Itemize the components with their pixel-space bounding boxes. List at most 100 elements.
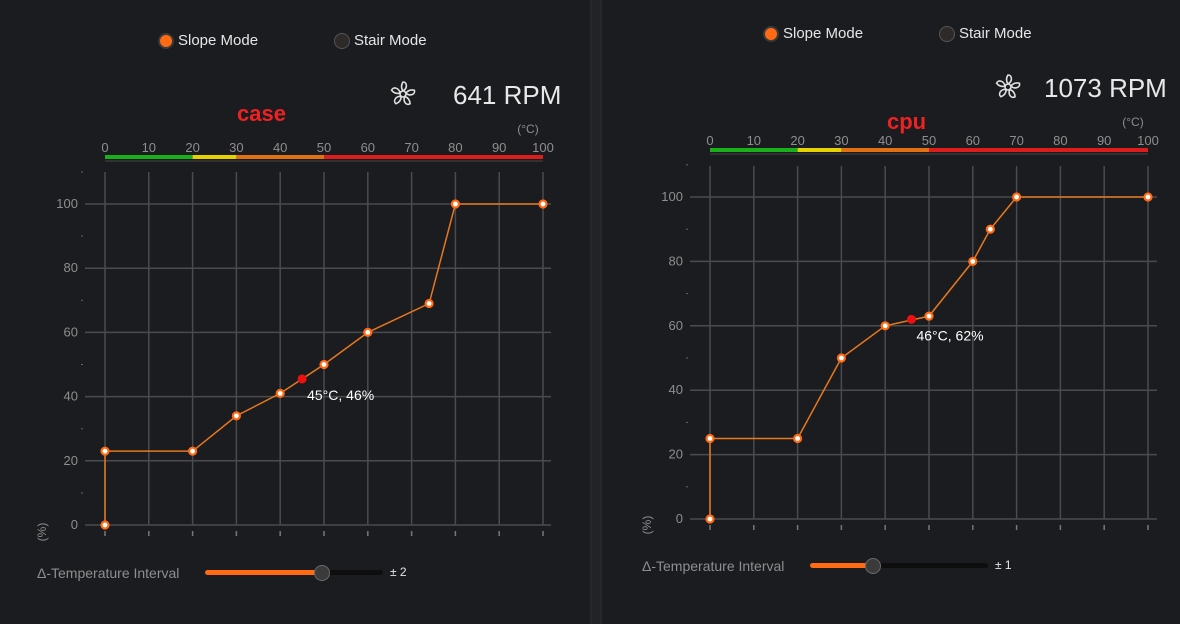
x-tick-label: 90	[492, 140, 506, 155]
y-tick-label: 40	[64, 389, 78, 404]
curve-control-point[interactable]	[450, 199, 460, 209]
current-operating-point	[906, 314, 916, 324]
fan-curve-chart[interactable]: 0 20 40 60 80 100 0 10 20 30 40 50 60 70 80 90 100 (°C) (%…	[0, 0, 590, 624]
temperature-scale-segment	[192, 155, 237, 159]
fan-speed-readout: 1073 RPM	[1044, 73, 1167, 103]
slope-mode-radio[interactable]: Slope Mode	[763, 25, 863, 42]
fan-icon	[995, 74, 1021, 99]
radio-unselected-icon	[939, 25, 955, 42]
curve-control-point[interactable]	[424, 298, 434, 309]
x-unit-label: (°C)	[517, 122, 538, 136]
x-tick-label: 30	[229, 140, 243, 155]
x-tick-label: 80	[448, 140, 462, 155]
y-tick-label: 100	[661, 189, 683, 204]
curve-control-point[interactable]	[275, 388, 285, 398]
x-tick-label: 70	[1009, 133, 1023, 148]
x-unit-label: (°C)	[1122, 115, 1143, 129]
x-tick-label: 100	[532, 140, 554, 155]
x-tick-label: 20	[790, 133, 804, 148]
temperature-scale-segment	[929, 148, 1148, 152]
curve-control-point[interactable]	[968, 256, 978, 266]
interval-slider[interactable]	[205, 565, 383, 581]
temperature-scale-segment	[797, 148, 842, 152]
y-tick-label: 100	[56, 196, 78, 211]
y-tick-label: 0	[71, 517, 78, 532]
y-tick-label: 60	[64, 324, 78, 339]
curve-control-point[interactable]	[363, 327, 373, 337]
y-tick-label: 60	[669, 318, 683, 333]
interval-value: ± 1	[995, 558, 1012, 572]
x-tick-label: 60	[966, 133, 980, 148]
x-tick-label: 100	[1137, 133, 1159, 148]
stair-mode-label: Stair Mode	[354, 32, 427, 49]
curve-control-point[interactable]	[188, 446, 198, 456]
current-operating-point	[297, 374, 307, 384]
y-tick-label: 20	[64, 453, 78, 468]
curve-control-point[interactable]	[880, 321, 890, 331]
fan-name-title: case	[237, 101, 286, 126]
fan-panel-cpu: Slope Mode Stair Mode 1073 RPM cpu 0 20 40…	[600, 0, 1180, 624]
fan-curve-line	[709, 196, 1148, 519]
fan-icon	[390, 81, 416, 106]
interval-label: Δ-Temperature Interval	[642, 558, 785, 574]
y-tick-label: 40	[669, 382, 683, 397]
interval-slider-thumb[interactable]	[865, 558, 882, 574]
curve-control-point[interactable]	[538, 199, 548, 209]
radio-unselected-icon	[334, 32, 350, 49]
stair-mode-radio[interactable]: Stair Mode	[334, 32, 427, 49]
current-point-label: 46°C, 62%	[916, 327, 983, 343]
x-tick-label: 0	[101, 140, 108, 155]
x-tick-label: 40	[878, 133, 892, 148]
fan-speed-readout: 641 RPM	[453, 80, 562, 110]
curve-control-point[interactable]	[985, 224, 995, 234]
y-tick-label: 80	[669, 253, 683, 268]
interval-label: Δ-Temperature Interval	[37, 565, 180, 581]
curve-control-point[interactable]	[924, 311, 934, 321]
temperature-scale-segment	[841, 148, 929, 152]
fan-curve-chart[interactable]: 0 20 40 60 80 100 0 10 20 30 40 50 60 70 80 90 100 (°C) (%…	[602, 0, 1180, 624]
radio-selected-icon	[158, 32, 174, 49]
curve-control-point[interactable]	[793, 433, 803, 444]
x-tick-label: 30	[834, 133, 848, 148]
y-tick-label: 0	[676, 511, 683, 526]
fan-name-title: cpu	[887, 109, 927, 134]
curve-control-point[interactable]	[100, 520, 110, 530]
temperature-scale-segment	[105, 155, 193, 159]
curve-control-point[interactable]	[1143, 192, 1153, 202]
interval-slider-thumb[interactable]	[313, 565, 330, 581]
interval-slider-fill	[810, 563, 873, 568]
slope-mode-radio[interactable]: Slope Mode	[158, 32, 258, 49]
y-unit-label: (%)	[35, 523, 49, 542]
curve-control-point[interactable]	[231, 411, 241, 421]
x-tick-label: 80	[1053, 133, 1067, 148]
x-tick-label: 0	[706, 133, 713, 148]
fan-panel-case: Slope Mode Stair Mode 641 RPM case 0 20 40…	[0, 0, 592, 624]
x-tick-label: 40	[273, 140, 287, 155]
x-tick-label: 10	[142, 140, 156, 155]
slope-mode-label: Slope Mode	[178, 32, 259, 49]
x-tick-label: 50	[317, 140, 331, 155]
temperature-scale-segment	[324, 155, 543, 159]
x-tick-label: 90	[1097, 133, 1111, 148]
interval-slider-fill	[205, 570, 321, 575]
curve-control-point[interactable]	[100, 446, 110, 456]
y-tick-label: 20	[669, 447, 683, 462]
x-tick-label: 10	[747, 133, 761, 148]
radio-selected-icon	[763, 25, 779, 42]
current-point-label: 45°C, 46%	[307, 387, 374, 403]
stair-mode-radio[interactable]: Stair Mode	[939, 25, 1032, 42]
temperature-scale-segment	[236, 155, 324, 159]
temperature-scale-segment	[710, 148, 798, 152]
curve-control-point[interactable]	[836, 353, 846, 363]
curve-control-point[interactable]	[319, 359, 329, 370]
y-tick-label: 80	[64, 260, 78, 275]
panel-divider	[592, 0, 600, 624]
curve-control-point[interactable]	[705, 433, 715, 444]
x-tick-label: 50	[922, 133, 936, 148]
interval-slider[interactable]	[810, 558, 988, 574]
curve-control-point[interactable]	[705, 514, 715, 524]
y-unit-label: (%)	[640, 516, 654, 535]
x-tick-label: 70	[404, 140, 418, 155]
curve-control-point[interactable]	[1012, 192, 1022, 202]
x-tick-label: 20	[185, 140, 199, 155]
